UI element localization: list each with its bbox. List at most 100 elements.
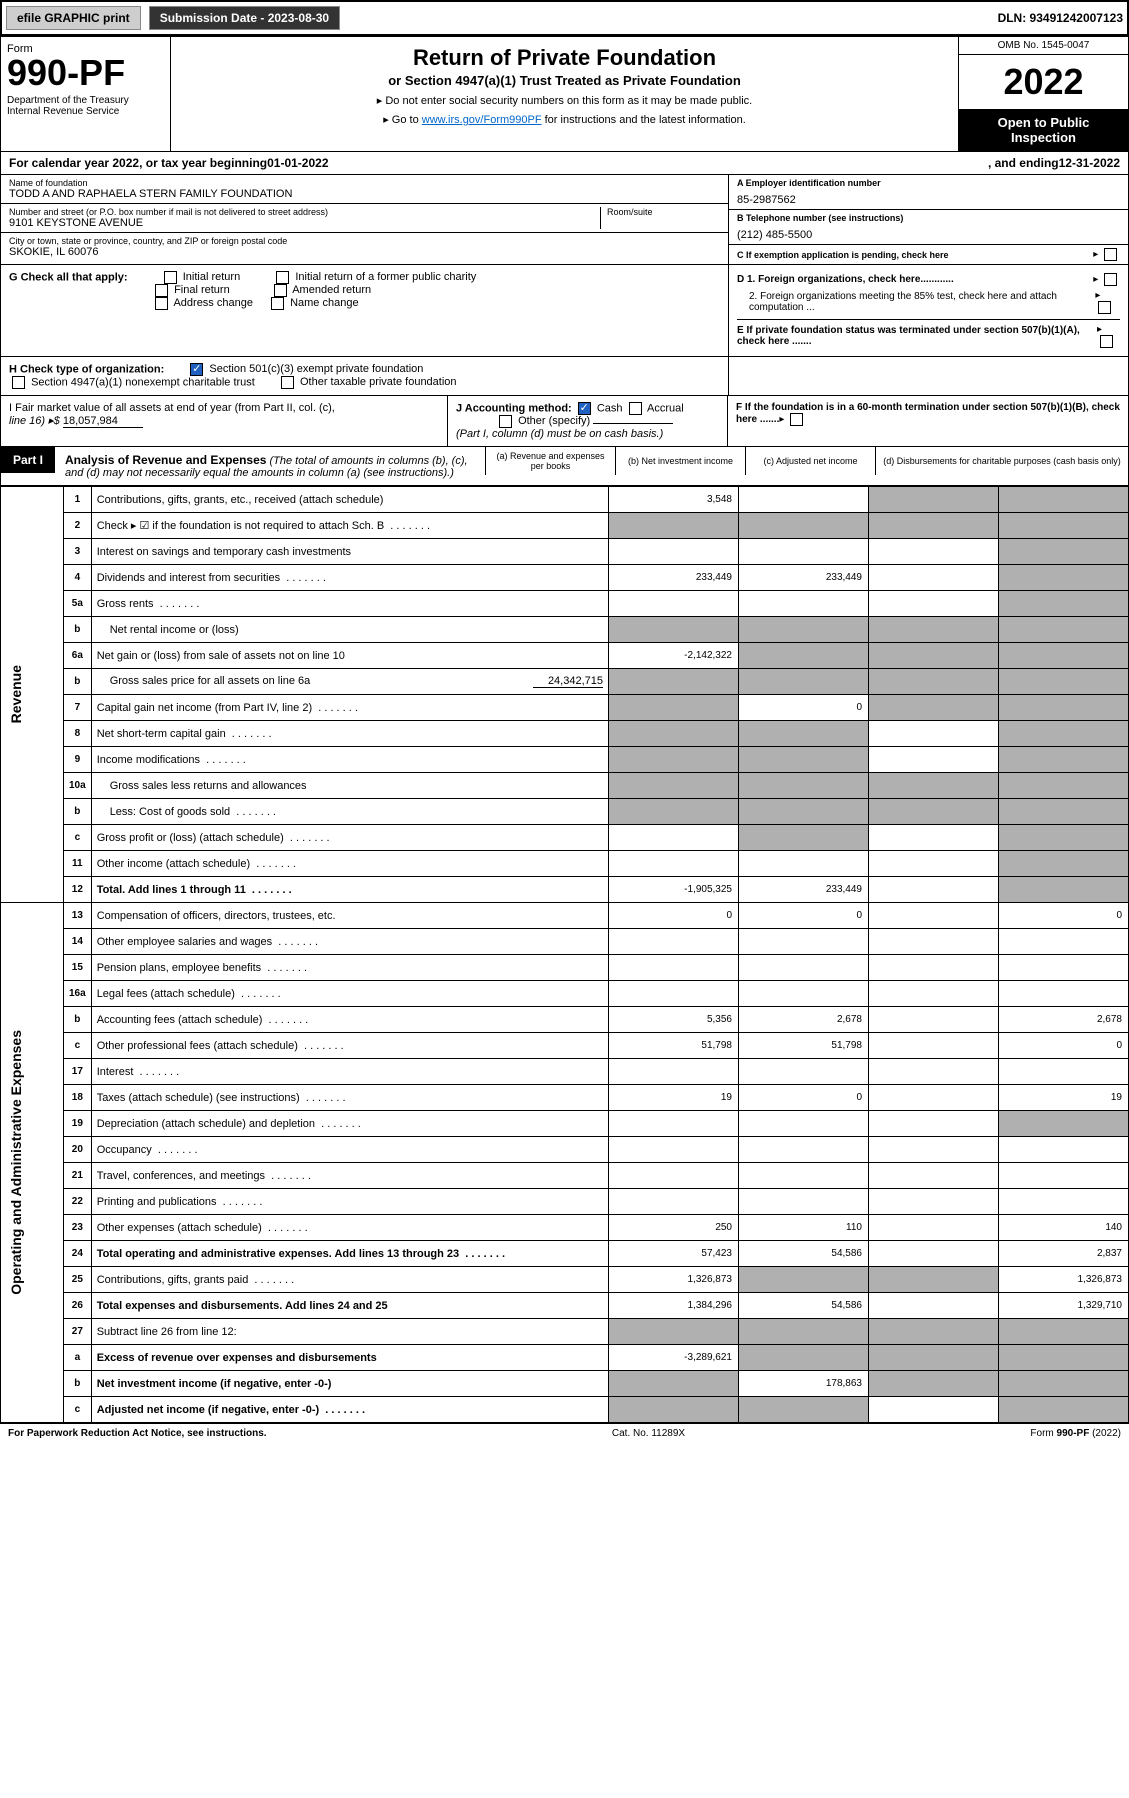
- amount-cell: 2,678: [739, 1007, 869, 1033]
- amount-cell: 19: [999, 1085, 1129, 1111]
- amount-cell: 2,678: [999, 1007, 1129, 1033]
- amount-cell: 54,586: [739, 1241, 869, 1267]
- amount-cell: [999, 1189, 1129, 1215]
- 4947a1-checkbox[interactable]: [12, 376, 25, 389]
- amount-cell: [609, 981, 739, 1007]
- line-number: 17: [64, 1059, 92, 1085]
- line-desc: Legal fees (attach schedule) . . . . . .…: [91, 981, 608, 1007]
- identity-block: Name of foundation TODD A AND RAPHAELA S…: [0, 175, 1129, 265]
- table-row: 15 Pension plans, employee benefits . . …: [1, 955, 1129, 981]
- line-desc: Other income (attach schedule) . . . . .…: [91, 851, 608, 877]
- submission-date: Submission Date - 2023-08-30: [149, 6, 340, 30]
- amount-cell: -1,905,325: [609, 877, 739, 903]
- line-desc: Depreciation (attach schedule) and deple…: [91, 1111, 608, 1137]
- amount-cell: 19: [609, 1085, 739, 1111]
- phone-row: B Telephone number (see instructions) (2…: [729, 210, 1128, 245]
- amount-cell: 0: [609, 903, 739, 929]
- amount-cell: [869, 1241, 999, 1267]
- final-return-cb[interactable]: [155, 284, 168, 297]
- amount-cell: 5,356: [609, 1007, 739, 1033]
- line-desc: Contributions, gifts, grants paid . . . …: [91, 1267, 608, 1293]
- d2-checkbox[interactable]: [1098, 301, 1111, 314]
- amount-cell: 1,326,873: [999, 1267, 1129, 1293]
- amount-cell: [739, 929, 869, 955]
- amount-cell: 57,423: [609, 1241, 739, 1267]
- line-number: 5a: [64, 591, 92, 617]
- amount-cell: [869, 1085, 999, 1111]
- table-row: Revenue1 Contributions, gifts, grants, e…: [1, 487, 1129, 513]
- cash-checkbox[interactable]: [578, 402, 591, 415]
- amount-cell: [869, 1007, 999, 1033]
- table-row: 6a Net gain or (loss) from sale of asset…: [1, 643, 1129, 669]
- table-row: c Adjusted net income (if negative, ente…: [1, 1397, 1129, 1423]
- d1-checkbox[interactable]: [1104, 273, 1117, 286]
- amount-cell: [869, 1293, 999, 1319]
- form-number-block: Form 990-PF Department of the Treasury I…: [1, 37, 171, 151]
- revenue-side-label: Revenue: [1, 487, 64, 903]
- amount-cell: [609, 851, 739, 877]
- other-method-checkbox[interactable]: [499, 415, 512, 428]
- tax-year: 2022: [959, 55, 1128, 109]
- line-number: b: [64, 1007, 92, 1033]
- line-desc: Check ▸ ☑ if the foundation is not requi…: [91, 513, 608, 539]
- 501c3-checkbox[interactable]: [190, 363, 203, 376]
- amount-cell: 1,329,710: [999, 1293, 1129, 1319]
- expenses-side-label: Operating and Administrative Expenses: [1, 903, 64, 1423]
- line-number: 27: [64, 1319, 92, 1345]
- table-row: 4 Dividends and interest from securities…: [1, 565, 1129, 591]
- amount-cell: [999, 929, 1129, 955]
- amount-cell: 51,798: [609, 1033, 739, 1059]
- line-desc: Compensation of officers, directors, tru…: [91, 903, 608, 929]
- efile-print-btn[interactable]: efile GRAPHIC print: [6, 6, 141, 30]
- city-row: City or town, state or province, country…: [1, 233, 728, 261]
- line-desc: Gross sales less returns and allowances: [91, 773, 608, 799]
- line-number: 14: [64, 929, 92, 955]
- e-checkbox[interactable]: [1100, 335, 1113, 348]
- address-change-cb[interactable]: [155, 297, 168, 310]
- initial-former-cb[interactable]: [276, 271, 289, 284]
- amount-cell: [739, 539, 869, 565]
- line-number: 3: [64, 539, 92, 565]
- i-fmv: I Fair market value of all assets at end…: [1, 396, 448, 446]
- line-desc: Gross rents . . . . . . .: [91, 591, 608, 617]
- amount-cell: 54,586: [739, 1293, 869, 1319]
- amount-cell: [869, 591, 999, 617]
- amount-cell: [609, 591, 739, 617]
- amended-return-cb[interactable]: [274, 284, 287, 297]
- amount-cell: [609, 825, 739, 851]
- other-taxable-checkbox[interactable]: [281, 376, 294, 389]
- initial-return-cb[interactable]: [164, 271, 177, 284]
- j-accounting: J Accounting method: Cash Accrual Other …: [448, 396, 728, 446]
- ein-row: A Employer identification number 85-2987…: [729, 175, 1128, 210]
- line-desc: Other expenses (attach schedule) . . . .…: [91, 1215, 608, 1241]
- amount-cell: 1,384,296: [609, 1293, 739, 1319]
- footer-right: Form 990-PF (2022): [1030, 1428, 1121, 1439]
- table-row: b Less: Cost of goods sold . . . . . . .: [1, 799, 1129, 825]
- exemption-checkbox[interactable]: [1104, 248, 1117, 261]
- line-number: c: [64, 1397, 92, 1423]
- amount-cell: [869, 1137, 999, 1163]
- f-checkbox[interactable]: [790, 413, 803, 426]
- amount-cell: [869, 1397, 999, 1423]
- line-desc: Less: Cost of goods sold . . . . . . .: [91, 799, 608, 825]
- amount-cell: 2,837: [999, 1241, 1129, 1267]
- col-b-header: (b) Net investment income: [615, 447, 745, 475]
- line-number: 26: [64, 1293, 92, 1319]
- line-number: a: [64, 1345, 92, 1371]
- amount-cell: 233,449: [609, 565, 739, 591]
- part-1-tag: Part I: [1, 447, 55, 473]
- amount-cell: [739, 1111, 869, 1137]
- amount-cell: [739, 487, 869, 513]
- footer-mid: Cat. No. 11289X: [612, 1428, 685, 1439]
- g-d-section: G Check all that apply: Initial return I…: [0, 265, 1129, 357]
- form990pf-link[interactable]: www.irs.gov/Form990PF: [422, 114, 542, 126]
- line-number: 19: [64, 1111, 92, 1137]
- accrual-checkbox[interactable]: [629, 402, 642, 415]
- line-desc: Total. Add lines 1 through 11 . . . . . …: [91, 877, 608, 903]
- page-footer: For Paperwork Reduction Act Notice, see …: [0, 1423, 1129, 1443]
- amount-cell: 110: [739, 1215, 869, 1241]
- table-row: 21 Travel, conferences, and meetings . .…: [1, 1163, 1129, 1189]
- line-number: 10a: [64, 773, 92, 799]
- table-row: 27 Subtract line 26 from line 12:: [1, 1319, 1129, 1345]
- name-change-cb[interactable]: [271, 297, 284, 310]
